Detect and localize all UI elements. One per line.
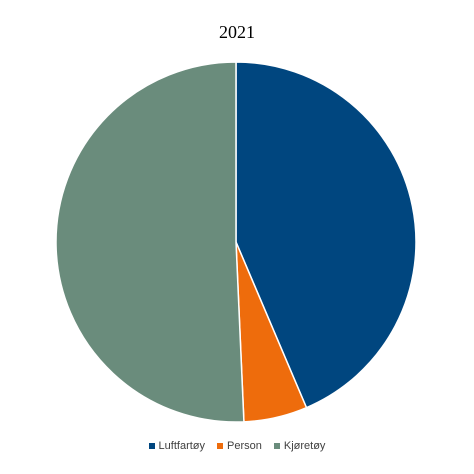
legend-swatch-luftfartoy bbox=[148, 443, 155, 449]
legend-item-kjoretoy: Kjøretøy bbox=[273, 440, 326, 452]
pie-slice-kjrety bbox=[55, 61, 245, 423]
legend-label-kjoretoy: Kjøretøy bbox=[283, 440, 326, 452]
legend-item-person: Person bbox=[217, 440, 262, 452]
legend: Luftfartøy Person Kjøretøy bbox=[0, 440, 474, 452]
chart-title: 2021 bbox=[219, 22, 255, 42]
legend-swatch-kjoretoy bbox=[273, 443, 280, 449]
legend-swatch-person bbox=[217, 443, 224, 449]
pie-slice-luftfarty bbox=[235, 61, 417, 409]
legend-label-luftfartoy: Luftfartøy bbox=[158, 440, 206, 452]
legend-label-person: Person bbox=[227, 440, 262, 452]
legend-item-luftfartoy: Luftfartøy bbox=[148, 440, 206, 452]
